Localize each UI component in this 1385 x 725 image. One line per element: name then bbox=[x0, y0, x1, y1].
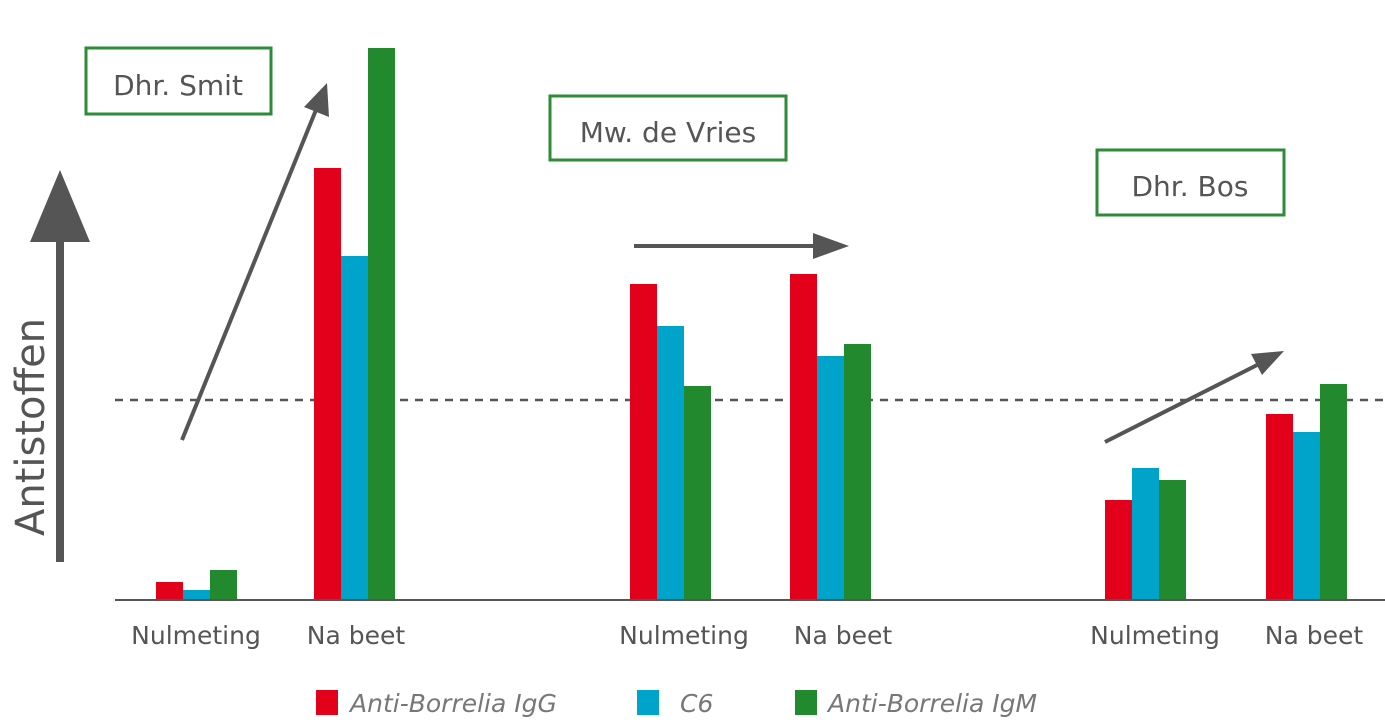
svg-text:Mw. de Vries: Mw. de Vries bbox=[580, 116, 756, 149]
bar-anti-borrelia-igg-1 bbox=[314, 168, 341, 600]
bar-c6-4 bbox=[1132, 468, 1159, 600]
tick-label: Nulmeting bbox=[131, 621, 261, 650]
trend-arrow-flat-icon bbox=[634, 233, 849, 259]
legend-label: C6 bbox=[680, 689, 713, 718]
bar-anti-borrelia-igg-5 bbox=[1266, 414, 1293, 600]
trend-arrow-up-icon bbox=[180, 83, 329, 441]
tick-label: Nulmeting bbox=[1090, 621, 1220, 650]
legend: Anti-Borrelia IgG C6 Anti-Borrelia IgM bbox=[316, 689, 1037, 718]
trend-arrow-rise-icon bbox=[1104, 351, 1284, 444]
patient-box-bos: Dhr. Bos bbox=[1095, 148, 1286, 217]
tick-label: Na beet bbox=[307, 621, 406, 650]
bar-anti-borrelia-igm-4 bbox=[1159, 480, 1186, 600]
y-axis-label: Antistoffen bbox=[8, 318, 54, 536]
legend-swatch-igm bbox=[795, 690, 817, 715]
bar-c6-1 bbox=[341, 256, 368, 600]
bar-c6-5 bbox=[1293, 432, 1320, 600]
legend-swatch-c6 bbox=[637, 690, 659, 715]
legend-label: Anti-Borrelia IgG bbox=[348, 689, 557, 718]
bar-anti-borrelia-igm-0 bbox=[210, 570, 237, 600]
bar-anti-borrelia-igm-2 bbox=[684, 386, 711, 600]
bar-anti-borrelia-igm-5 bbox=[1320, 384, 1347, 600]
tick-label: Na beet bbox=[1265, 621, 1364, 650]
bar-anti-borrelia-igg-2 bbox=[630, 284, 657, 600]
patient-box-smit: Dhr. Smit bbox=[84, 46, 273, 116]
svg-text:Dhr. Smit: Dhr. Smit bbox=[113, 69, 243, 102]
bar-anti-borrelia-igg-3 bbox=[790, 274, 817, 600]
legend-label: Anti-Borrelia IgM bbox=[826, 689, 1037, 718]
bar-anti-borrelia-igg-4 bbox=[1105, 500, 1132, 600]
bar-anti-borrelia-igg-0 bbox=[156, 582, 183, 600]
patient-box-de-vries: Mw. de Vries bbox=[548, 94, 788, 162]
bar-c6-2 bbox=[657, 326, 684, 600]
bar-anti-borrelia-igm-3 bbox=[844, 344, 871, 600]
tick-label: Na beet bbox=[794, 621, 893, 650]
tick-label: Nulmeting bbox=[619, 621, 749, 650]
bar-c6-0 bbox=[183, 590, 210, 600]
y-axis-arrow-icon bbox=[30, 170, 90, 562]
bar-anti-borrelia-igm-1 bbox=[368, 48, 395, 600]
bars bbox=[156, 48, 1347, 600]
svg-text:Dhr. Bos: Dhr. Bos bbox=[1132, 170, 1249, 203]
bar-c6-3 bbox=[817, 356, 844, 600]
legend-swatch-igg bbox=[316, 690, 338, 715]
